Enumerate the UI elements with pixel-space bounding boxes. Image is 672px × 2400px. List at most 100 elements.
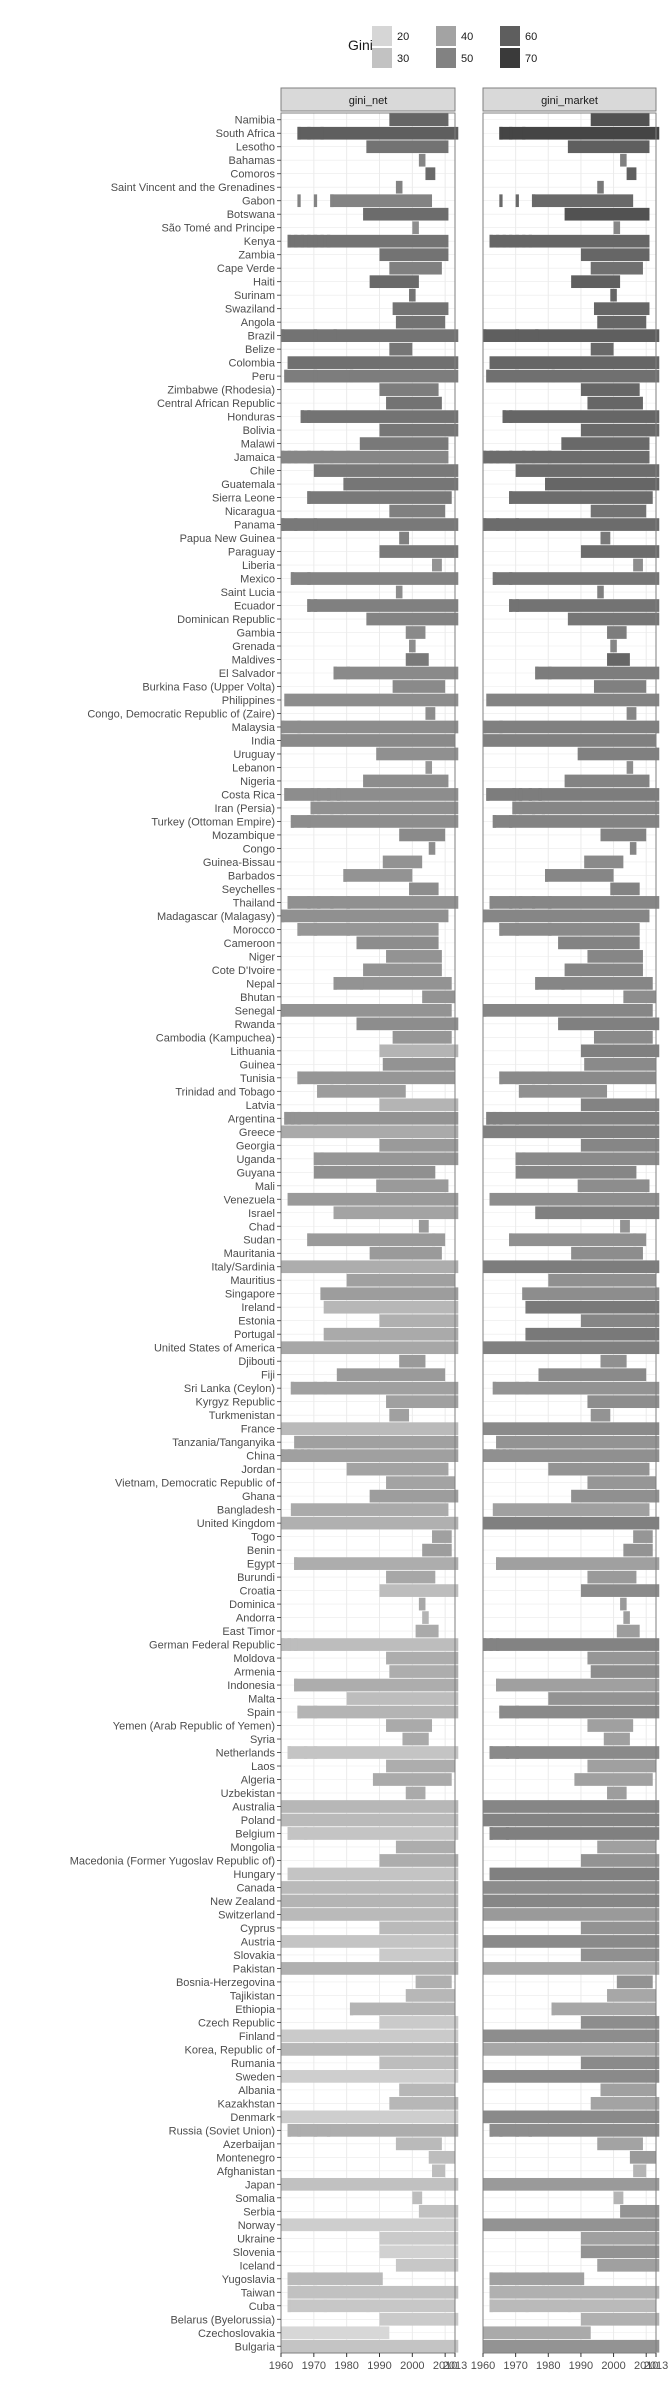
- tile-senegal-market: [483, 1004, 653, 1017]
- tile-switzerland-net: [281, 1908, 459, 1921]
- tile-jamaica-1975-net: [330, 450, 334, 464]
- tile-netherlands-1967-net: [303, 1746, 308, 1759]
- tile-yemen-arab-republic-of-yemen-net: [386, 1719, 433, 1732]
- tile-mexico-1968-market: [509, 572, 513, 585]
- tile-bangladesh-net: [290, 1503, 449, 1516]
- country-label-mexico: Mexico: [240, 574, 275, 586]
- tile-papua-new-guinea-net: [399, 531, 410, 545]
- tile-kenya-1968-market: [509, 234, 513, 248]
- tile-panama-1964-net: [294, 518, 298, 531]
- tile-el-salvador-net: [333, 666, 459, 680]
- tile-cuba-net: [287, 2299, 455, 2313]
- tile-togo-market: [633, 1530, 653, 1543]
- tile-sierra-leone-1968-market: [509, 491, 513, 504]
- tile-costa-rica-1971-market: [518, 788, 523, 801]
- tile-nepal-1976-market: [535, 977, 539, 990]
- tile-iran-persia-1975-market: [531, 801, 536, 815]
- tile-chad-net: [418, 1219, 429, 1233]
- tile-spain-1970-market: [515, 1705, 519, 1719]
- country-label-belgium: Belgium: [235, 1828, 275, 1840]
- tile-china-1960-net: [281, 1449, 285, 1462]
- tile-sudan-2006-net: [432, 1233, 436, 1247]
- tile-china-net: [281, 1449, 459, 1462]
- tile-venezuela-market: [489, 1192, 660, 1206]
- tile-el-salvador-market: [535, 666, 660, 680]
- tile-sri-lanka-ceylon-1963-market: [492, 1381, 497, 1395]
- country-label-bolivia: Bolivia: [243, 425, 276, 437]
- tile-thailand-1971-net: [317, 896, 321, 909]
- tile-argentina-1965-net: [297, 1111, 301, 1125]
- tile-bulgaria-market: [483, 2339, 660, 2353]
- tile-hungary-net: [287, 1867, 459, 1881]
- tile-nicaragua-market: [590, 504, 647, 518]
- tile-estonia-net: [379, 1314, 459, 1328]
- country-label-kazakhstan: Kazakhstan: [218, 2098, 275, 2110]
- tile-mali-market: [577, 1179, 650, 1193]
- tile-moldova-market: [587, 1651, 660, 1665]
- tile-andorra-market: [623, 1611, 630, 1624]
- tile-rwanda-net: [356, 1017, 459, 1031]
- tile-turkey-ottoman-empire-1968-market: [509, 815, 513, 828]
- tile-laos-net: [386, 1759, 455, 1773]
- tile-cuba-1962-market: [489, 2299, 493, 2313]
- x-tick-label-2000: 2000: [601, 2360, 625, 2372]
- tile-angola-market: [597, 315, 647, 329]
- tile-haiti-market: [571, 275, 621, 289]
- legend-label-20: 20: [397, 31, 409, 43]
- tile-jamaica-1964-market: [496, 450, 500, 464]
- tile-chile-net: [313, 464, 459, 477]
- tile-morocco-market: [499, 923, 640, 936]
- tile-sweden-net: [281, 2070, 459, 2083]
- tile-mexico-1963-market: [492, 572, 497, 585]
- tile-montenegro-market: [629, 2150, 656, 2164]
- tile-zambia-net: [379, 248, 449, 262]
- country-label-congo-democratic-republic-of-zaire: Congo, Democratic Republic of (Zaire): [87, 708, 275, 720]
- country-label-estonia: Estonia: [238, 1316, 276, 1328]
- tile-honduras-net: [300, 410, 459, 423]
- country-label-niger: Niger: [249, 951, 276, 963]
- tile-tajikistan-net: [405, 1989, 455, 2002]
- tile-peru-net: [284, 369, 459, 383]
- tile-belgium-market: [489, 1827, 660, 1840]
- tile-gambia-net: [405, 626, 426, 639]
- tile-panama-1960-net: [281, 518, 285, 531]
- country-label-ukraine: Ukraine: [237, 2233, 275, 2245]
- tile-brazil-net: [281, 329, 459, 342]
- tile-korea-republic-of-market: [483, 2043, 660, 2056]
- country-label-afghanistan: Afghanistan: [217, 2166, 275, 2178]
- tile-sudan-1968-market: [509, 1233, 513, 1247]
- tile-madagascar-malagasy-1980-net: [346, 909, 350, 923]
- legend-swatch-50: [436, 48, 456, 68]
- tile-costa-rica-1974-market: [528, 788, 532, 801]
- country-label-madagascar-malagasy: Madagascar (Malagasy): [157, 911, 275, 923]
- tile-iran-persia-1975-net: [330, 801, 334, 815]
- tile-honduras-1968-net: [307, 410, 311, 423]
- tile-kyrgyz-republic-net: [386, 1395, 459, 1409]
- x-tick-label-2000: 2000: [400, 2360, 424, 2372]
- tile-uruguay-market: [577, 747, 660, 761]
- tile-georgia-market: [580, 1138, 660, 1152]
- tile-iran-persia-1971-net: [317, 801, 321, 815]
- tile-mauritius-net: [346, 1273, 455, 1287]
- tile-china-market: [483, 1449, 660, 1462]
- tile-yugoslavia-1962-market: [489, 2272, 493, 2286]
- country-label-united-states-of-america: United States of America: [154, 1343, 276, 1355]
- tile-azerbaijan-market: [597, 2137, 643, 2151]
- tile-uganda-1972-net: [320, 1152, 324, 1166]
- x-tick-label-2010: 2010: [433, 2360, 457, 2372]
- country-label-turkmenistan: Turkmenistan: [209, 1410, 275, 1422]
- panel-border-gini-net: [280, 112, 456, 2354]
- country-label-saint-vincent-and-the-grenadines: Saint Vincent and the Grenadines: [111, 182, 276, 194]
- legend: Gini 20 30 40 50 60 70: [348, 26, 537, 68]
- tile-thailand-market: [489, 896, 660, 909]
- tile-south-africa-net: [297, 126, 459, 140]
- tile-peru-1970-market: [515, 369, 519, 383]
- tile-tunisia-1970-market: [515, 1071, 519, 1085]
- country-label-egypt: Egypt: [247, 1559, 275, 1571]
- tile-peru-1981-market: [551, 369, 555, 383]
- tile-jordan-market: [548, 1462, 650, 1476]
- tile-spain-1970-net: [313, 1705, 318, 1719]
- country-label-haiti: Haiti: [253, 277, 275, 289]
- tile-georgia-net: [379, 1138, 459, 1152]
